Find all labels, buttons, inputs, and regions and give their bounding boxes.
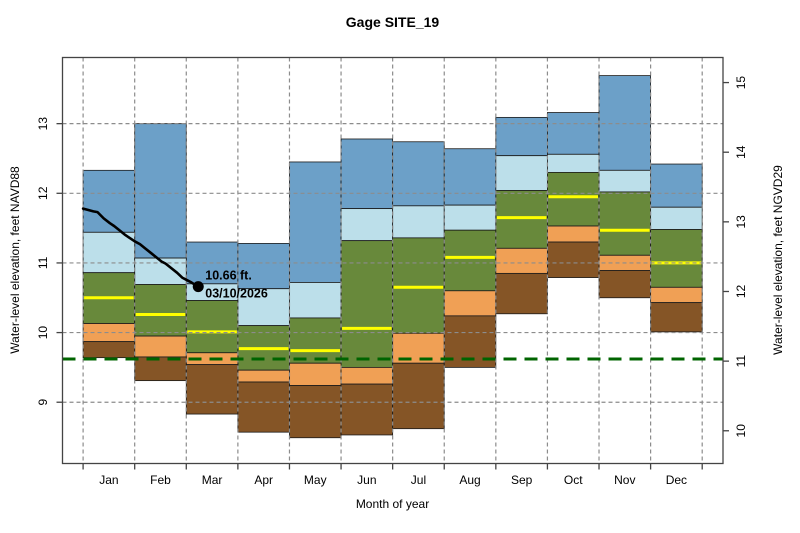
band-p90-max (443, 148, 497, 206)
month-label: Jan (99, 473, 118, 487)
band-p10-p25 (237, 369, 290, 383)
band-p75-p90 (340, 208, 394, 242)
band-p25-p75 (650, 229, 703, 288)
month-label: Jun (357, 473, 376, 487)
band-p25-p75 (134, 284, 187, 337)
y-tick-label-left: 13 (36, 117, 50, 131)
band-p75-p90 (82, 231, 136, 274)
y-tick-label-right: 11 (734, 355, 748, 368)
y-tick-label-left: 9 (36, 399, 50, 406)
band-p10-p25 (495, 247, 548, 274)
y-tick-label-left: 10 (36, 326, 50, 340)
band-p90-max (289, 161, 342, 283)
band-p75-p90 (392, 205, 445, 239)
month-label: Apr (254, 473, 273, 487)
observed-point (192, 281, 204, 293)
band-p75-p90 (598, 169, 652, 193)
y-tick-label-right: 15 (734, 76, 748, 90)
y-tick-label-right: 14 (734, 145, 748, 159)
band-min-p10 (650, 302, 703, 333)
band-p25-p75 (495, 190, 548, 249)
month-label: Jul (411, 473, 426, 487)
band-p10-p25 (547, 225, 600, 243)
band-p75-p90 (547, 153, 600, 173)
band-min-p10 (289, 385, 342, 439)
annotation-date: 03/10/2026 (205, 287, 268, 301)
band-min-p10 (598, 270, 652, 299)
band-p25-p75 (443, 229, 497, 292)
month-label: Mar (202, 473, 223, 487)
band-p25-p75 (547, 172, 600, 227)
band-min-p10 (82, 341, 136, 359)
y-tick-label-right: 12 (734, 284, 748, 298)
band-min-p10 (185, 364, 239, 415)
month-label: Oct (564, 473, 583, 487)
band-p25-p75 (185, 300, 239, 354)
month-label: May (304, 473, 327, 487)
band-p75-p90 (289, 282, 342, 319)
band-p90-max (547, 112, 600, 155)
band-p90-max (650, 163, 703, 208)
band-min-p10 (340, 383, 394, 436)
band-min-p10 (237, 381, 290, 433)
y-tick-label-left: 11 (36, 256, 50, 269)
month-label: Dec (666, 473, 687, 487)
month-label: Sep (511, 473, 533, 487)
y-tick-label-right: 10 (734, 424, 748, 438)
y-tick-label-right: 13 (734, 215, 748, 229)
band-p75-p90 (443, 204, 497, 231)
observed-line (81, 207, 200, 288)
x-axis-label: Month of year (355, 497, 430, 511)
band-p25-p75 (289, 317, 342, 364)
month-label: Feb (150, 473, 171, 487)
band-p90-max (392, 141, 445, 207)
band-min-p10 (547, 241, 600, 278)
month-label: Nov (614, 473, 635, 487)
band-p25-p75 (392, 237, 445, 334)
band-p25-p75 (340, 240, 394, 368)
chart-title: Gage SITE_19 (345, 14, 440, 30)
band-p90-max (340, 138, 394, 210)
band-p10-p25 (650, 286, 703, 304)
y-axis-label-left: Water-level elevation, feet NAVD88 (8, 166, 22, 354)
band-min-p10 (495, 272, 548, 315)
month-label: Aug (459, 473, 480, 487)
band-p90-max (134, 123, 187, 259)
band-p75-p90 (495, 155, 548, 191)
band-p25-p75 (598, 191, 652, 256)
band-p10-p25 (443, 290, 497, 317)
y-axis-label-right: Water-level elevation, feet NGVD29 (771, 165, 785, 355)
annotation-value: 10.66 ft. (205, 269, 252, 283)
y-tick-label-left: 12 (36, 186, 50, 200)
band-p10-p25 (134, 335, 187, 358)
band-p10-p25 (289, 362, 342, 386)
band-p90-max (598, 75, 652, 171)
band-min-p10 (392, 362, 445, 430)
band-p10-p25 (340, 366, 394, 385)
band-p75-p90 (650, 206, 703, 230)
